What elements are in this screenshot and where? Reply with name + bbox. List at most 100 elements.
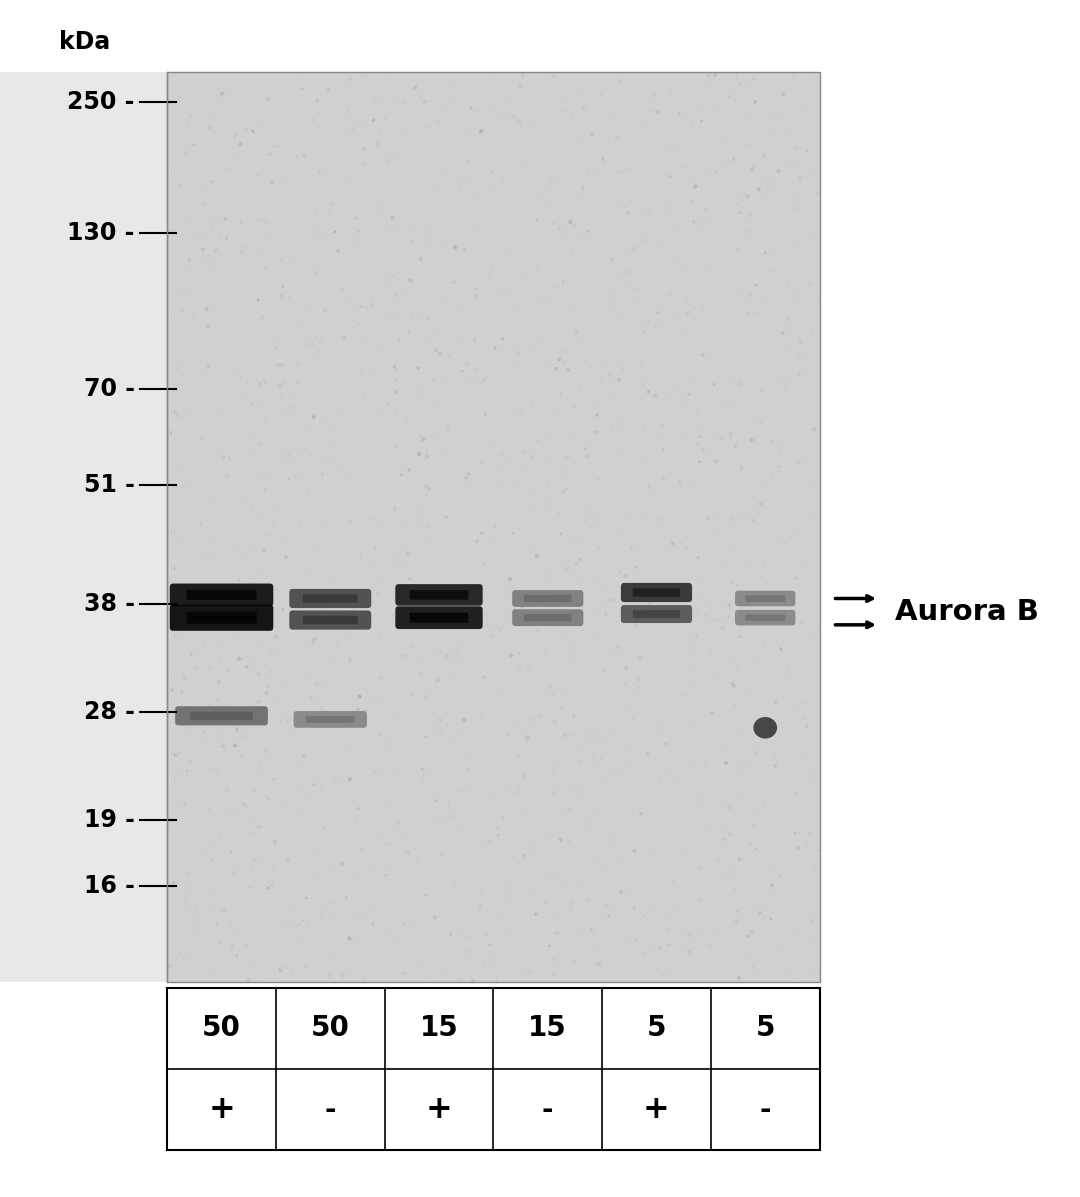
Point bbox=[284, 965, 301, 984]
Point bbox=[286, 388, 303, 407]
Point bbox=[755, 429, 772, 448]
Point bbox=[783, 899, 800, 918]
Point bbox=[568, 421, 585, 440]
Point bbox=[456, 628, 473, 648]
Point bbox=[379, 820, 396, 839]
Point bbox=[429, 113, 446, 132]
Point bbox=[744, 157, 761, 176]
Point bbox=[306, 898, 323, 917]
Point bbox=[415, 430, 432, 449]
Point bbox=[413, 86, 430, 105]
Point bbox=[362, 510, 379, 529]
Point bbox=[336, 170, 353, 189]
Point bbox=[173, 408, 190, 427]
Point bbox=[764, 876, 781, 895]
Point bbox=[431, 643, 448, 662]
Point bbox=[538, 168, 555, 187]
Point bbox=[754, 231, 771, 250]
Point bbox=[354, 819, 372, 838]
Point bbox=[382, 203, 400, 223]
Point bbox=[213, 722, 230, 741]
Point bbox=[685, 156, 702, 175]
Point bbox=[773, 575, 791, 594]
Point bbox=[554, 698, 571, 717]
Point bbox=[221, 449, 239, 468]
Point bbox=[456, 241, 473, 260]
Point bbox=[258, 742, 275, 761]
Point bbox=[571, 549, 589, 569]
Point bbox=[720, 347, 738, 366]
Point bbox=[448, 648, 465, 667]
Point bbox=[779, 971, 796, 990]
Point bbox=[418, 101, 435, 120]
Point bbox=[539, 619, 556, 638]
Point bbox=[242, 575, 259, 594]
Point bbox=[342, 511, 360, 530]
Point bbox=[567, 645, 584, 664]
Point bbox=[399, 543, 416, 563]
Point bbox=[232, 588, 249, 607]
Point bbox=[589, 797, 606, 816]
Point bbox=[771, 237, 788, 256]
Point bbox=[175, 280, 192, 299]
Point bbox=[188, 707, 205, 727]
Point bbox=[785, 502, 802, 521]
Point bbox=[610, 442, 627, 461]
Point bbox=[408, 820, 426, 839]
Point bbox=[381, 966, 399, 985]
Point bbox=[667, 633, 685, 652]
Point bbox=[531, 648, 549, 667]
Point bbox=[552, 524, 569, 543]
Point bbox=[309, 527, 326, 546]
Point bbox=[500, 777, 517, 796]
Point bbox=[445, 414, 462, 433]
Point bbox=[338, 387, 355, 406]
Point bbox=[350, 353, 367, 372]
Point bbox=[416, 226, 433, 245]
Point bbox=[647, 387, 664, 406]
Point bbox=[230, 649, 247, 668]
Point bbox=[733, 508, 751, 527]
Point bbox=[310, 794, 327, 813]
Point bbox=[214, 730, 231, 749]
Point bbox=[787, 569, 805, 588]
Point bbox=[210, 389, 227, 408]
Point bbox=[558, 220, 576, 239]
Point bbox=[672, 533, 689, 552]
Point bbox=[727, 239, 744, 259]
Point bbox=[784, 109, 801, 128]
Point bbox=[770, 870, 787, 889]
Point bbox=[521, 859, 538, 879]
Point bbox=[389, 705, 406, 724]
Point bbox=[381, 400, 399, 419]
Point bbox=[484, 771, 501, 790]
Point bbox=[799, 803, 816, 822]
Point bbox=[302, 667, 320, 686]
Point bbox=[319, 128, 336, 147]
Point bbox=[295, 753, 312, 772]
Point bbox=[362, 692, 379, 711]
Point bbox=[741, 206, 758, 225]
Point bbox=[252, 435, 269, 454]
Point bbox=[320, 652, 337, 672]
Point bbox=[691, 452, 708, 472]
Point bbox=[320, 80, 337, 99]
Point bbox=[714, 815, 731, 834]
Point bbox=[171, 796, 188, 815]
Point bbox=[482, 432, 499, 451]
Point bbox=[619, 105, 636, 124]
Point bbox=[420, 241, 437, 260]
Point bbox=[351, 619, 368, 638]
Point bbox=[242, 314, 259, 333]
Point bbox=[326, 408, 343, 427]
Point bbox=[454, 361, 471, 381]
Point bbox=[197, 844, 214, 863]
Point bbox=[512, 533, 529, 552]
Point bbox=[459, 512, 476, 531]
Point bbox=[667, 660, 685, 679]
Point bbox=[592, 203, 609, 223]
Point bbox=[307, 473, 324, 492]
Point bbox=[522, 707, 539, 727]
Point bbox=[809, 788, 826, 807]
Point bbox=[779, 309, 796, 328]
